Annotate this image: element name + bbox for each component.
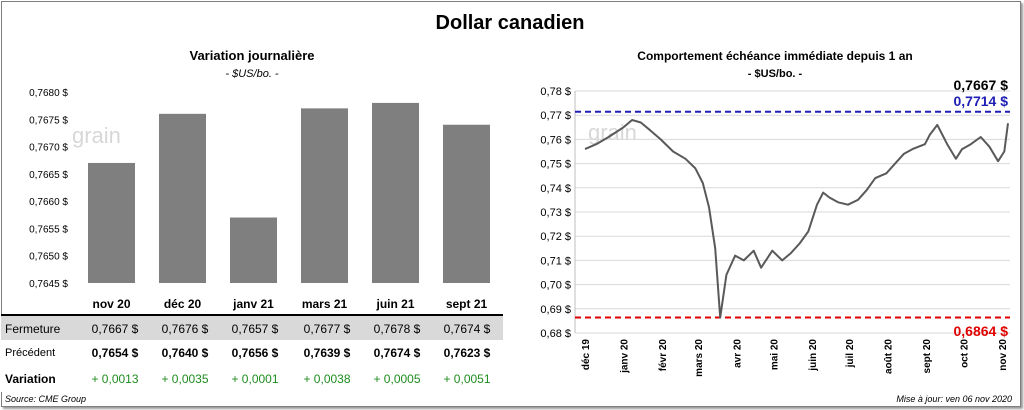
bar [159,113,206,283]
page-title: Dollar canadien [435,12,585,34]
bar [301,108,348,283]
table-cell: 0,7639 $ [303,346,351,360]
left-x-tick: sept 21 [446,297,488,311]
table-row-label: Fermeture [5,322,61,336]
left-y-tick: 0,7665 $ [29,170,68,181]
table-cell: 0,7676 $ [161,322,209,336]
left-y-tick: 0,7675 $ [29,115,68,126]
left-chart-title: Variation journalière [190,48,315,63]
table-row-label: Variation [5,372,56,386]
left-x-tick: déc 20 [164,297,202,311]
table-cell: 0,7678 $ [373,322,421,336]
table-cell: 0,7674 $ [443,322,491,336]
source-note: Source: CME Group [5,394,87,404]
table-row: Précédent 0,7654 $ 0,7640 $ 0,7656 $ 0,7639 … [1,340,503,368]
table-row-label: Précédent [5,347,56,359]
left-y-tick: 0,7645 $ [29,279,68,290]
table-cell: + 0,0013 [91,372,139,386]
left-y-tick: 0,7670 $ [29,143,68,154]
table-row: Variation + 0,0013 + 0,0035 + 0,0001 + 0,003… [1,366,503,392]
table-cell: 0,7654 $ [91,346,139,360]
table-cell: 0,7674 $ [373,346,421,360]
left-x-tick: juin 21 [375,297,414,311]
left-y-tick: 0,7650 $ [29,252,68,263]
bar [88,162,135,283]
left-y-tick: 0,7660 $ [29,197,68,208]
left-y-tick: 0,7680 $ [29,88,68,99]
table-cell: 0,7656 $ [231,346,279,360]
bar [372,102,419,284]
left-x-tick: mars 21 [302,297,348,311]
left-watermark: grain [72,123,121,148]
bar [443,124,490,283]
left-x-tick: nov 20 [92,297,130,311]
left-chart-subtitle: - $US/bo. - [225,68,279,80]
table-cell: + 0,0051 [443,372,491,386]
left-y-tick: 0,7655 $ [29,224,68,235]
table-cell: 0,7677 $ [303,322,351,336]
left-bar-chart: Variation journalière - $US/bo. - grain … [29,48,490,311]
table-cell: 0,7667 $ [91,322,139,336]
table-cell: + 0,0038 [303,372,351,386]
table-cell: + 0,0001 [231,372,279,386]
table-cell: + 0,0035 [161,372,209,386]
update-note: Mise à jour: ven 06 nov 2020 [896,394,1012,404]
bar [230,217,277,283]
table-cell: 0,7640 $ [161,346,209,360]
table-cell: 0,7657 $ [231,322,279,336]
table-cell: + 0,0005 [373,372,421,386]
left-x-tick: janv 21 [232,297,274,311]
table-row: Fermeture 0,7667 $ 0,7676 $ 0,7657 $ 0,7677 … [1,314,503,343]
table-cell: 0,7623 $ [443,346,491,360]
